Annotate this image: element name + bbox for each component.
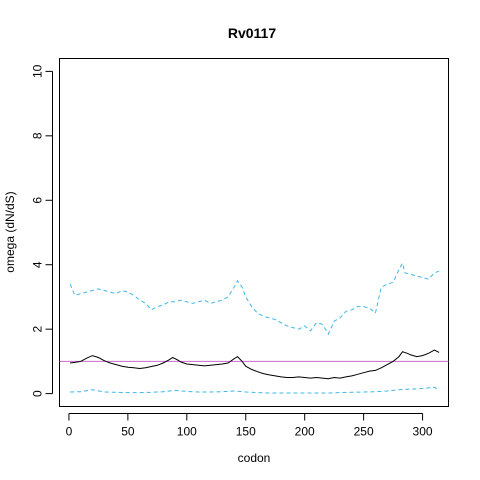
x-tick-label: 50 bbox=[121, 425, 135, 439]
y-axis-label: omega (dN/dS) bbox=[3, 191, 17, 272]
x-axis: 0 50 100 150 200 250 300 bbox=[66, 413, 433, 439]
y-axis: 0 2 4 6 8 10 bbox=[31, 64, 53, 397]
x-tick-label: 100 bbox=[177, 425, 197, 439]
series-line-2 bbox=[70, 386, 440, 394]
y-tick-label: 10 bbox=[31, 64, 45, 78]
chart-title: Rv0117 bbox=[228, 25, 276, 41]
y-tick-label: 4 bbox=[31, 261, 45, 268]
x-tick-label: 250 bbox=[354, 425, 374, 439]
series-line-1 bbox=[69, 261, 440, 336]
x-axis-label: codon bbox=[238, 451, 271, 465]
x-tick-label: 0 bbox=[66, 425, 73, 439]
series-line-0 bbox=[70, 349, 440, 380]
x-tick-label: 300 bbox=[413, 425, 433, 439]
plot-frame bbox=[59, 58, 449, 407]
plot-area bbox=[59, 261, 449, 394]
x-tick-label: 150 bbox=[236, 425, 256, 439]
x-tick-label: 200 bbox=[295, 425, 315, 439]
y-tick-label: 2 bbox=[31, 326, 45, 333]
y-tick-label: 0 bbox=[31, 390, 45, 397]
y-tick-label: 8 bbox=[31, 132, 45, 139]
y-tick-label: 6 bbox=[31, 197, 45, 204]
